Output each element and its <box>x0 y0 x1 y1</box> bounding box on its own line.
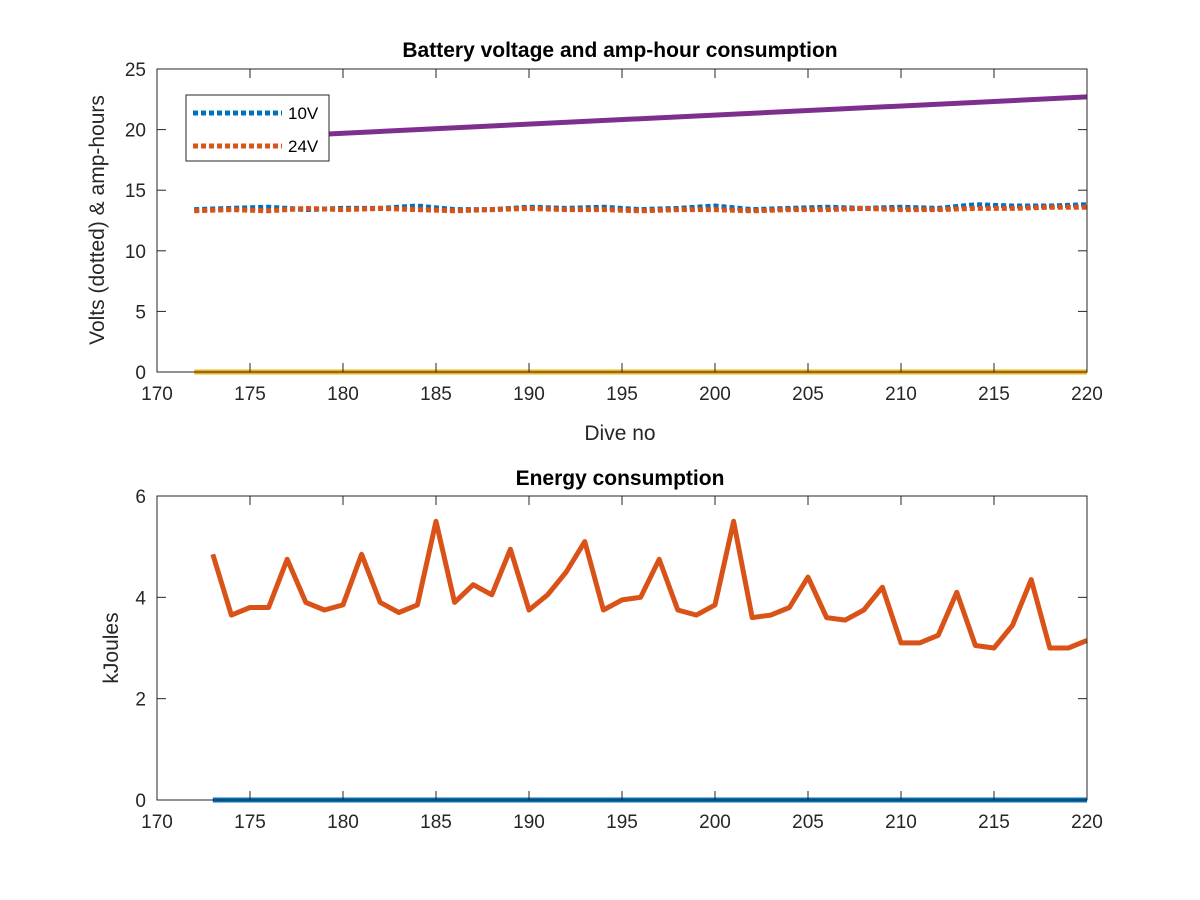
voltage-legend: 10V 24V <box>185 94 330 162</box>
energy-axes-box <box>156 495 1088 801</box>
energy-x-tick-label: 190 <box>513 812 545 833</box>
voltage-series-line-2 <box>194 94 1088 143</box>
energy-x-tick-label: 220 <box>1071 812 1103 833</box>
energy-y-tick-label: 0 <box>135 791 146 812</box>
voltage-chart-title: Battery voltage and amp-hour consumption <box>402 39 837 62</box>
energy-plot-area <box>210 518 1088 803</box>
legend-label-24v: 24V <box>288 137 319 156</box>
energy-x-tick-label: 205 <box>792 812 824 833</box>
voltage-x-tick-label: 200 <box>699 384 731 405</box>
energy-x-tick-label: 185 <box>420 812 452 833</box>
energy-chart: Energy consumption 170 175 180 185 190 195 200… <box>100 467 1103 833</box>
energy-series-line-0 <box>210 518 1088 651</box>
energy-x-tick-label: 180 <box>327 812 359 833</box>
voltage-x-tick-label: 185 <box>420 384 452 405</box>
energy-x-tick-label: 200 <box>699 812 731 833</box>
voltage-x-tick-label: 220 <box>1071 384 1103 405</box>
voltage-x-tick-label: 215 <box>978 384 1010 405</box>
voltage-chart: Battery voltage and amp-hour consumption… <box>86 39 1103 445</box>
energy-x-tick-label: 195 <box>606 812 638 833</box>
energy-y-tick-label: 2 <box>135 690 146 711</box>
energy-x-ticks: 170 175 180 185 190 195 200 205 210 215 220 <box>141 496 1103 833</box>
voltage-x-tick-label: 180 <box>327 384 359 405</box>
voltage-x-tick-label: 195 <box>606 384 638 405</box>
voltage-x-ticks: 170 175 180 185 190 195 200 205 210 215 220 <box>141 69 1103 405</box>
energy-y-tick-label: 6 <box>135 487 146 508</box>
energy-y-tick-label: 4 <box>135 588 146 609</box>
voltage-x-tick-label: 175 <box>234 384 266 405</box>
voltage-y-axis-label: Volts (dotted) & amp-hours <box>86 95 109 345</box>
voltage-y-tick-label: 25 <box>125 60 146 81</box>
voltage-y-ticks: 0 5 10 15 20 25 <box>125 60 1087 384</box>
voltage-y-tick-label: 10 <box>125 242 146 263</box>
voltage-x-tick-label: 210 <box>885 384 917 405</box>
energy-chart-title: Energy consumption <box>516 467 725 490</box>
voltage-series-line-1 <box>194 204 1087 214</box>
voltage-y-tick-label: 15 <box>125 181 146 202</box>
legend-label-10v: 10V <box>288 104 319 123</box>
energy-x-tick-label: 215 <box>978 812 1010 833</box>
energy-x-tick-label: 170 <box>141 812 173 833</box>
energy-x-tick-label: 175 <box>234 812 266 833</box>
voltage-y-tick-label: 5 <box>135 302 146 323</box>
energy-y-ticks: 0 2 4 6 <box>135 487 1087 812</box>
voltage-y-tick-label: 0 <box>135 363 146 384</box>
voltage-x-tick-label: 190 <box>513 384 545 405</box>
voltage-x-tick-label: 205 <box>792 384 824 405</box>
voltage-x-tick-label: 170 <box>141 384 173 405</box>
legend-box <box>185 94 330 162</box>
voltage-series-line-0 <box>194 202 1088 213</box>
energy-y-axis-label: kJoules <box>100 612 123 683</box>
voltage-y-tick-label: 20 <box>125 121 146 142</box>
energy-x-tick-label: 210 <box>885 812 917 833</box>
voltage-x-axis-label: Dive no <box>584 422 655 445</box>
